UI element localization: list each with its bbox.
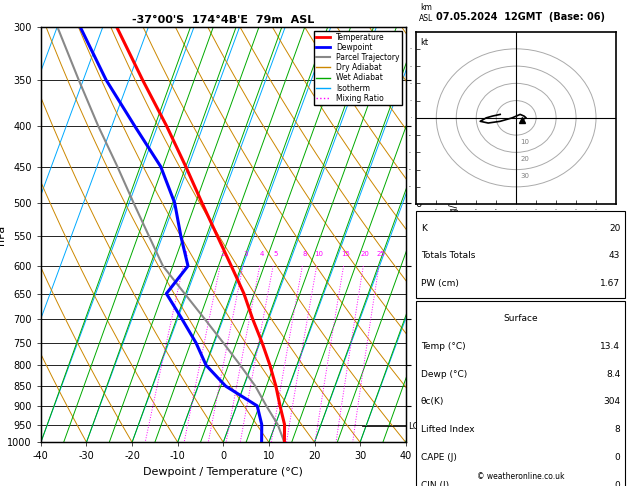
Text: 30: 30 — [520, 173, 529, 179]
Text: 20: 20 — [361, 251, 370, 257]
Legend: Temperature, Dewpoint, Parcel Trajectory, Dry Adiabat, Wet Adiabat, Isotherm, Mi: Temperature, Dewpoint, Parcel Trajectory… — [314, 31, 402, 105]
Text: 15: 15 — [341, 251, 350, 257]
Text: 2: 2 — [220, 251, 225, 257]
Bar — [416, 301, 625, 486]
Text: 0: 0 — [615, 453, 620, 462]
Text: θᴄ(K): θᴄ(K) — [421, 398, 444, 406]
Text: CIN (J): CIN (J) — [421, 481, 449, 486]
Text: K: K — [421, 224, 426, 232]
Text: 304: 304 — [603, 398, 620, 406]
Text: km
ASL: km ASL — [419, 3, 433, 22]
Text: PW (cm): PW (cm) — [421, 279, 459, 288]
Text: 43: 43 — [609, 251, 620, 260]
Text: 3: 3 — [243, 251, 248, 257]
Text: 10: 10 — [520, 139, 529, 144]
Y-axis label: hPa: hPa — [0, 225, 6, 244]
Text: 8: 8 — [615, 425, 620, 434]
Text: Surface: Surface — [503, 314, 538, 323]
Text: 4: 4 — [260, 251, 264, 257]
Text: CAPE (J): CAPE (J) — [421, 453, 457, 462]
Text: Lifted Index: Lifted Index — [421, 425, 474, 434]
Text: kt: kt — [420, 38, 428, 48]
Text: Totals Totals: Totals Totals — [421, 251, 475, 260]
Y-axis label: Mixing Ratio (g/kg): Mixing Ratio (g/kg) — [450, 189, 459, 280]
Text: 13.4: 13.4 — [600, 342, 620, 351]
Text: 0: 0 — [615, 481, 620, 486]
Text: © weatheronline.co.uk: © weatheronline.co.uk — [477, 472, 564, 481]
Text: Dewp (°C): Dewp (°C) — [421, 370, 467, 379]
Text: 1: 1 — [184, 251, 188, 257]
Text: 20: 20 — [609, 224, 620, 232]
Text: 25: 25 — [376, 251, 385, 257]
Text: 10: 10 — [314, 251, 323, 257]
Text: 1.67: 1.67 — [600, 279, 620, 288]
Text: 8: 8 — [302, 251, 307, 257]
Text: 5: 5 — [273, 251, 277, 257]
Title: -37°00'S  174°4B'E  79m  ASL: -37°00'S 174°4B'E 79m ASL — [132, 15, 314, 25]
X-axis label: Dewpoint / Temperature (°C): Dewpoint / Temperature (°C) — [143, 467, 303, 477]
Text: 20: 20 — [520, 156, 529, 162]
Text: Temp (°C): Temp (°C) — [421, 342, 465, 351]
Bar — [416, 211, 625, 298]
Text: 07.05.2024  12GMT  (Base: 06): 07.05.2024 12GMT (Base: 06) — [436, 12, 605, 22]
Text: 8.4: 8.4 — [606, 370, 620, 379]
Text: LCL: LCL — [408, 422, 423, 431]
